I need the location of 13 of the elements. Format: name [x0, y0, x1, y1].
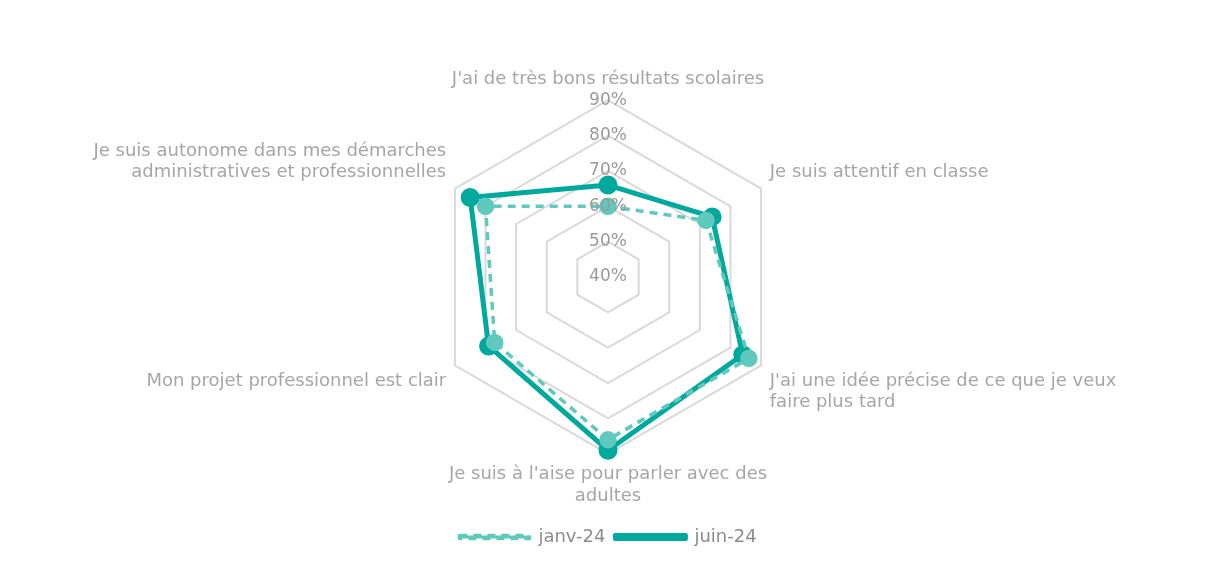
- spoke-label: Mon projet professionnel est clair: [146, 368, 447, 390]
- y-tick-label: 90%: [589, 88, 627, 109]
- y-tick-label: 80%: [589, 123, 627, 144]
- spoke-label: Je suis à l'aise pour parler avec des adultes: [447, 462, 768, 505]
- y-tick-label: 70%: [589, 159, 627, 180]
- y-tick-label: 50%: [589, 230, 627, 251]
- spoke-label: J'ai une idée précise de ce que je veux faire plus tard: [768, 368, 1117, 412]
- spoke-label: Je suis autonome dans mes démarches administratives et professionnelles: [92, 138, 447, 182]
- legend-label: janv-24: [537, 524, 606, 546]
- y-tick-label: 40%: [589, 265, 627, 286]
- spoke-label: J'ai de très bons résultats scolaires: [450, 67, 765, 89]
- legend-label: juin-24: [693, 524, 757, 546]
- spoke-label: Je suis attentif en classe: [768, 160, 989, 182]
